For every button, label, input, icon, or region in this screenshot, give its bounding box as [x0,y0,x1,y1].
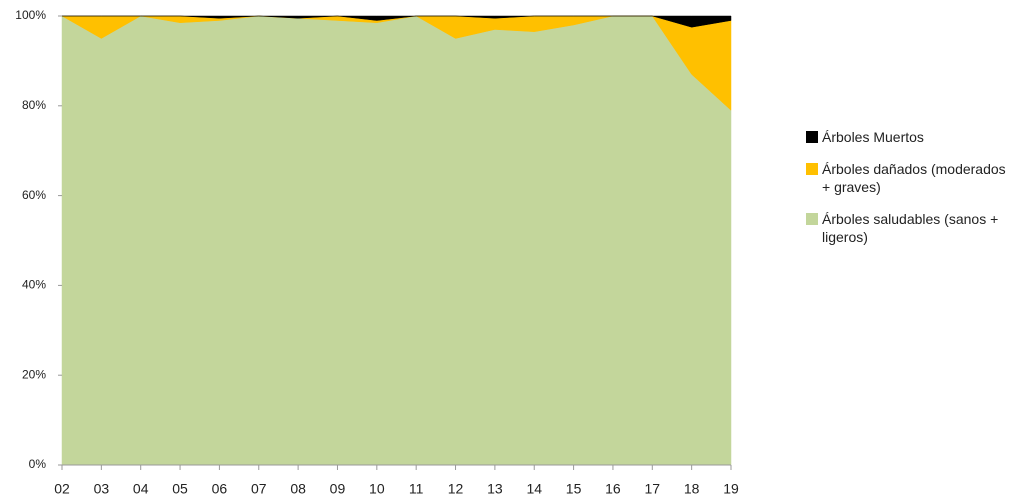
legend-label: Árboles dañados (moderados + graves) [822,161,1006,195]
x-tick-label: 08 [290,481,306,497]
x-tick-label: 09 [330,481,346,497]
y-tick-label: 20% [22,367,46,381]
x-tick-label: 02 [54,481,70,497]
legend-swatch [806,131,818,143]
x-tick-label: 17 [645,481,661,497]
x-tick-label: 03 [94,481,110,497]
legend: Árboles Muertos Árboles dañados (moderado… [806,128,1006,260]
x-tick-label: 13 [487,481,503,497]
x-tick-label: 19 [723,481,739,497]
area [61,15,732,466]
legend-label: Árboles saludables (sanos + ligeros) [822,211,999,245]
x-tick-label: 05 [172,481,188,497]
x-tick-label: 04 [133,481,149,497]
x-tick-label: 11 [409,481,424,497]
legend-item: Árboles saludables (sanos + ligeros) [806,210,1006,246]
x-tick-label: 06 [212,481,228,497]
x-tick-label: 12 [448,481,464,497]
x-tick-label: 18 [684,481,700,497]
x-tick-label: 15 [566,481,582,497]
x-tick-label: 07 [251,481,267,497]
legend-item: Árboles dañados (moderados + graves) [806,160,1006,196]
y-tick-label: 0% [29,457,47,471]
legend-item: Árboles Muertos [806,128,1006,146]
y-tick-label: 40% [22,278,46,292]
legend-label: Árboles Muertos [822,129,924,145]
area [62,15,732,28]
legend-swatch [806,213,818,225]
x-tick-label: 14 [526,481,542,497]
y-tick-label: 60% [22,188,46,202]
y-tick-label: 80% [22,98,46,112]
x-tick-label: 16 [605,481,621,497]
x-tick-label: 10 [369,481,385,497]
y-tick-label: 100% [15,8,46,22]
legend-swatch [806,163,818,175]
